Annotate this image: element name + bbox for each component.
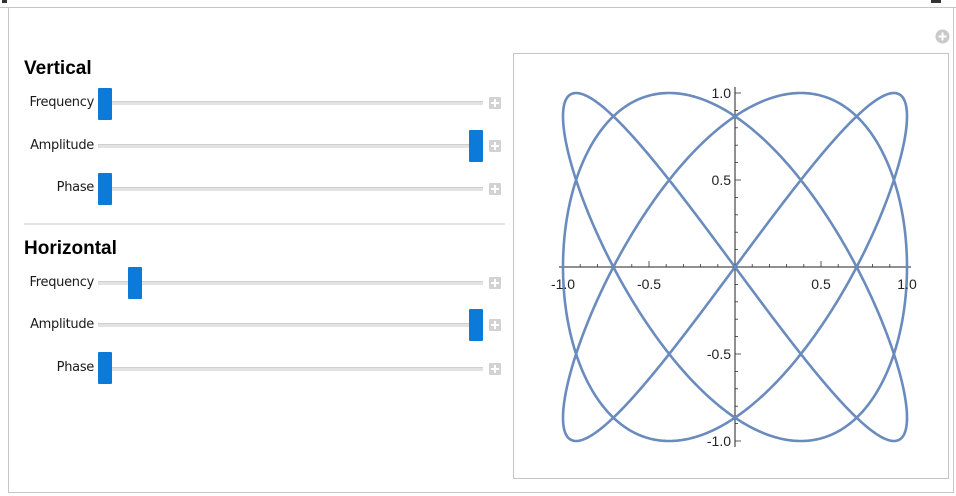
plus-box-icon[interactable] <box>489 97 501 109</box>
plot-frame: -1.0 -0.5 0.5 1.0 1.0 0.5 -0.5 -1.0 <box>513 53 949 479</box>
vertical-amplitude-label: Amplitude <box>30 138 94 153</box>
plus-circle-icon[interactable] <box>935 29 950 44</box>
vertical-frequency-slider-thumb[interactable] <box>98 88 112 120</box>
horizontal-phase-label: Phase <box>56 360 95 375</box>
x-tick-label: 0.5 <box>811 276 831 292</box>
vertical-frequency-track[interactable] <box>98 101 483 105</box>
lissajous-plot: -1.0 -0.5 0.5 1.0 1.0 0.5 -0.5 -1.0 <box>551 85 917 449</box>
vertical-section-title: Vertical <box>24 58 92 79</box>
horizontal-frequency-slider-thumb[interactable] <box>127 267 142 299</box>
plus-box-icon[interactable] <box>489 140 501 152</box>
y-tick-label: -1.0 <box>707 433 731 449</box>
horizontal-amplitude-slider-thumb[interactable] <box>469 309 483 341</box>
vertical-amplitude-track[interactable] <box>98 144 483 148</box>
horizontal-section-title: Horizontal <box>24 238 117 259</box>
plus-box-icon[interactable] <box>489 363 501 375</box>
vertical-frequency-label: Frequency <box>29 95 95 110</box>
y-tick-label: -0.5 <box>707 346 731 362</box>
y-tick-label: 0.5 <box>712 172 732 188</box>
vertical-phase-track[interactable] <box>98 187 483 191</box>
horizontal-frequency-track[interactable] <box>98 281 483 285</box>
lissajous-curve <box>561 91 909 443</box>
x-tick-label: -1.0 <box>551 276 575 292</box>
vertical-phase-label: Phase <box>56 180 95 195</box>
vertical-amplitude-slider-thumb[interactable] <box>469 130 483 162</box>
plus-box-icon[interactable] <box>489 277 501 289</box>
x-tick-label: 1.0 <box>897 276 917 292</box>
horizontal-phase-track[interactable] <box>98 367 483 371</box>
vertical-phase-slider-thumb[interactable] <box>98 173 112 205</box>
plus-box-icon[interactable] <box>489 183 501 195</box>
y-tick-label: 1.0 <box>712 85 732 101</box>
horizontal-phase-slider-thumb[interactable] <box>98 352 112 384</box>
horizontal-amplitude-label: Amplitude <box>30 317 94 332</box>
window-corner-mark <box>931 0 941 3</box>
window-edge-mark <box>2 0 7 3</box>
horizontal-frequency-label: Frequency <box>29 275 95 290</box>
x-tick-label: -0.5 <box>637 276 661 292</box>
plus-box-icon[interactable] <box>489 319 501 331</box>
tick-labels: -1.0 -0.5 0.5 1.0 1.0 0.5 -0.5 -1.0 <box>551 85 917 449</box>
section-divider <box>24 223 505 225</box>
horizontal-amplitude-track[interactable] <box>98 323 483 327</box>
